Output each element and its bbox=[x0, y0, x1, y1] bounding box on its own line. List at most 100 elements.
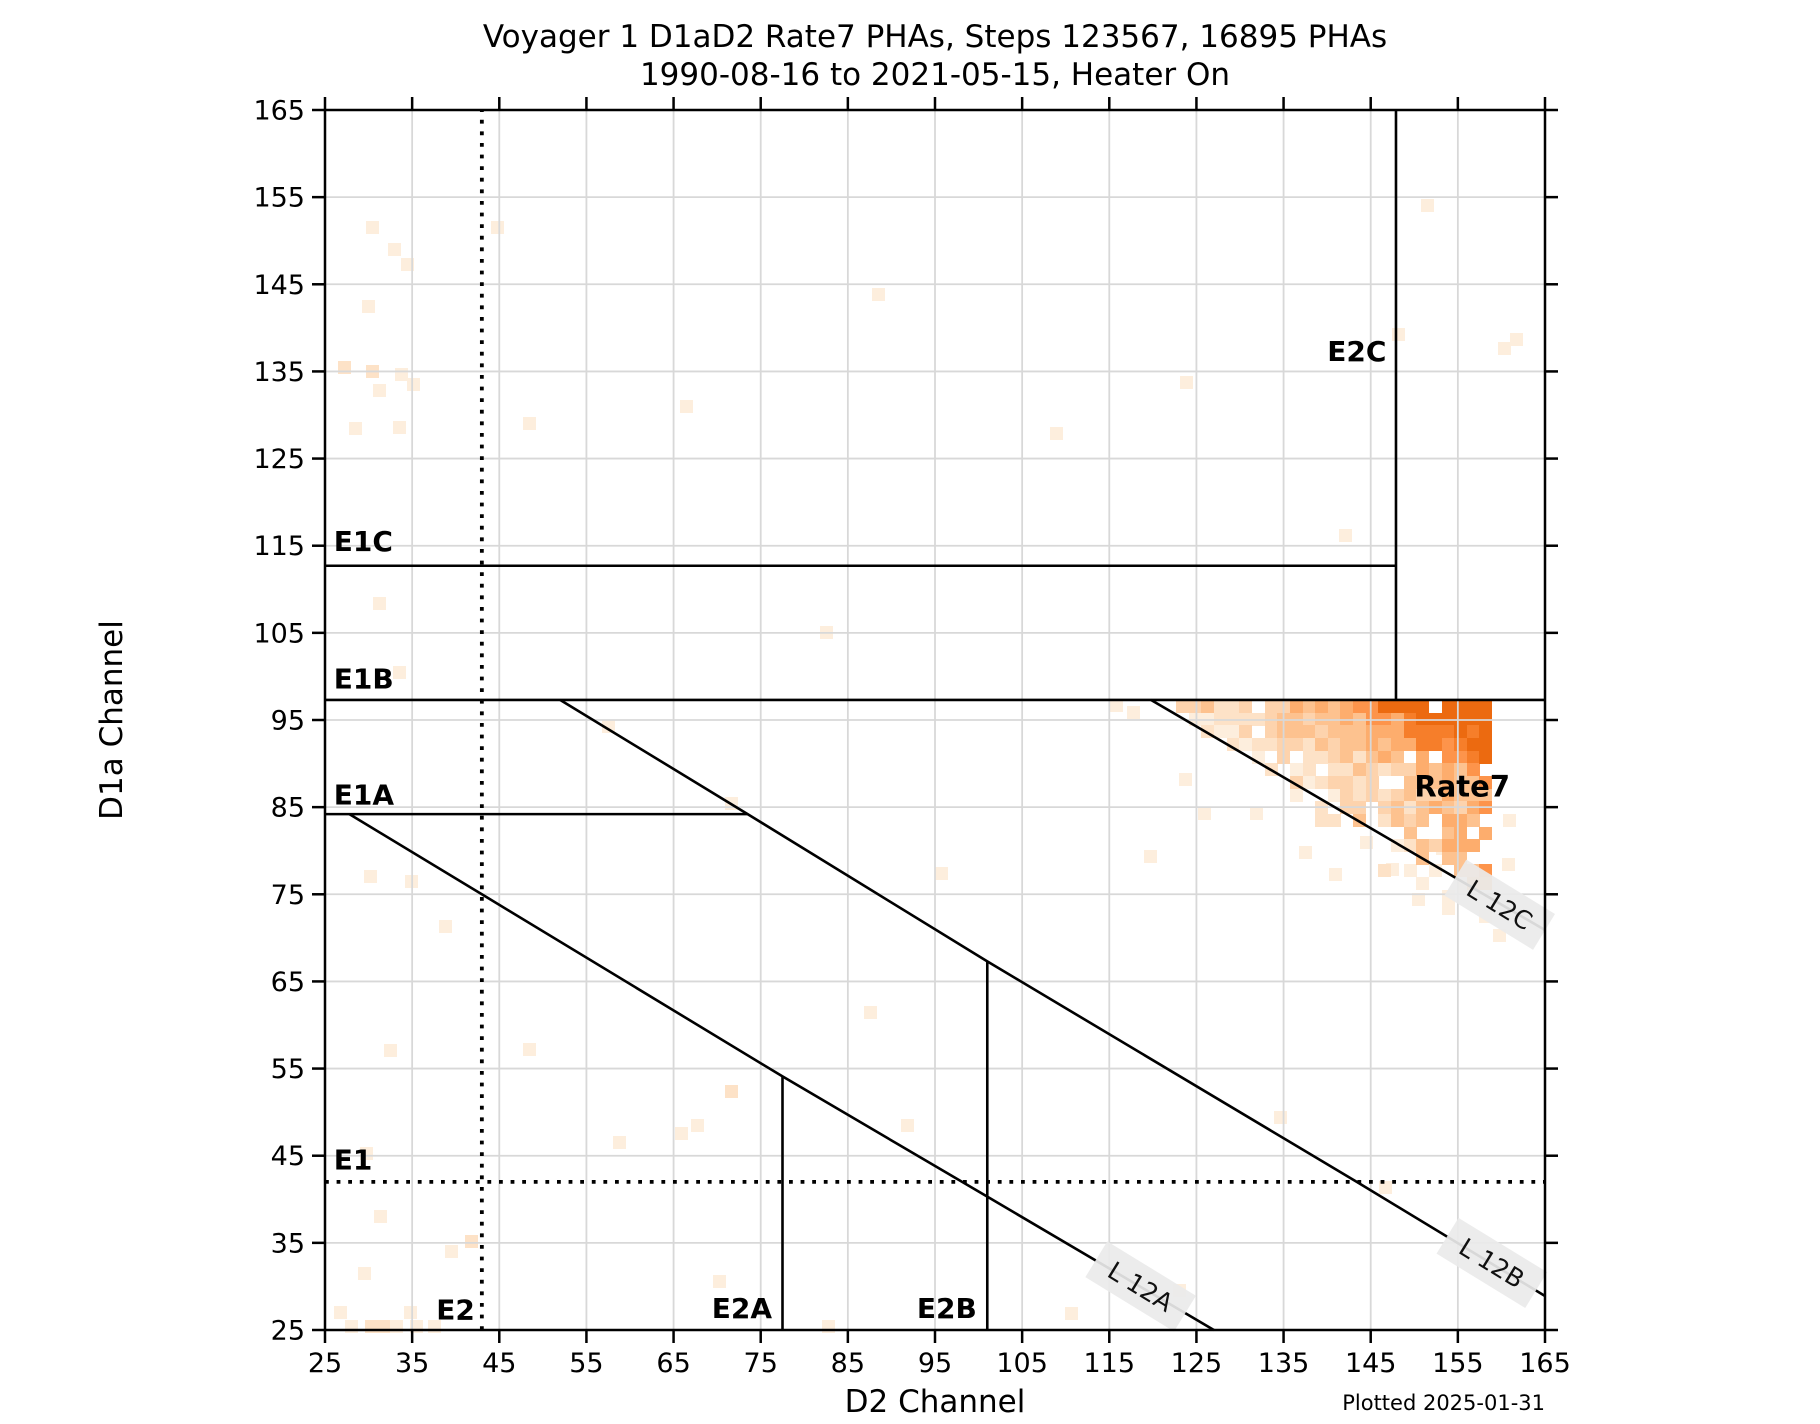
heatmap-cell bbox=[1429, 738, 1442, 751]
heatmap-cell bbox=[1467, 789, 1480, 802]
x-tick-label: 35 bbox=[395, 1348, 429, 1379]
heatmap-cell bbox=[1214, 700, 1227, 713]
heatmap-cell bbox=[349, 422, 362, 435]
heatmap-cell bbox=[1454, 725, 1467, 738]
x-tick-label: 55 bbox=[569, 1348, 603, 1379]
heatmap-cell bbox=[1340, 738, 1353, 751]
heatmap-cell bbox=[1391, 789, 1404, 802]
heatmap-cell bbox=[1198, 807, 1211, 820]
x-tick-label: 75 bbox=[744, 1348, 778, 1379]
heatmap-cell bbox=[1378, 789, 1391, 802]
axis-text-layer: Voyager 1 D1aD2 Rate7 PHAs, Steps 123567… bbox=[94, 19, 1545, 1420]
heatmap-cell bbox=[1353, 751, 1366, 764]
y-tick-label: 105 bbox=[253, 618, 305, 649]
heatmap-cell bbox=[1050, 427, 1063, 440]
heatmap-cell bbox=[1442, 776, 1455, 789]
x-tick-label: 145 bbox=[1345, 1348, 1397, 1379]
boundary-label-e2a: E2A bbox=[712, 1292, 773, 1325]
x-tick-label: 125 bbox=[1171, 1348, 1223, 1379]
y-tick-label: 35 bbox=[271, 1228, 305, 1259]
heatmap-cell bbox=[1290, 763, 1303, 776]
heatmap-cell bbox=[1315, 751, 1328, 764]
heatmap-cell bbox=[1404, 789, 1417, 802]
heatmap-cell bbox=[1214, 725, 1227, 738]
axes-frame-layer: 25 35 45 55 65 75 85 95 105 115 125 135 145 155 165 25 3… bbox=[253, 96, 1570, 1380]
heatmap-cell bbox=[1454, 814, 1467, 827]
line-label-box bbox=[1444, 859, 1555, 950]
heatmap-cell bbox=[491, 221, 504, 234]
y-tick-label: 25 bbox=[271, 1316, 305, 1347]
heatmap-cell bbox=[691, 1119, 704, 1132]
heatmap-cell bbox=[334, 1306, 347, 1319]
boundary-label-e1: E1 bbox=[334, 1144, 373, 1177]
heatmap-cell bbox=[523, 417, 536, 430]
heatmap-cell bbox=[1442, 738, 1455, 751]
heatmap-cell bbox=[1189, 700, 1202, 713]
heatmap-cell bbox=[1328, 738, 1341, 751]
heatmap-cell bbox=[1442, 725, 1455, 738]
heatmap-cell bbox=[1299, 846, 1312, 859]
heatmap-cell bbox=[1416, 725, 1429, 738]
heatmap-cell bbox=[1493, 929, 1506, 942]
heatmap-cell bbox=[1467, 751, 1480, 764]
heatmap-cell bbox=[1421, 199, 1434, 212]
y-tick-label: 55 bbox=[271, 1054, 305, 1085]
y-tick-label: 65 bbox=[271, 967, 305, 998]
heatmap-cell bbox=[1329, 868, 1342, 881]
x-tick-label: 85 bbox=[831, 1348, 865, 1379]
heatmap-cell bbox=[373, 384, 386, 397]
heatmap-cell bbox=[1378, 814, 1391, 827]
heatmap-cell bbox=[1328, 776, 1341, 789]
heatmap-cell bbox=[1340, 789, 1353, 802]
heatmap-cell bbox=[1339, 529, 1352, 542]
heatmap-cell bbox=[1429, 776, 1442, 789]
heatmap-cell bbox=[1353, 725, 1366, 738]
heatmap-cell bbox=[1404, 814, 1417, 827]
heatmap-cell bbox=[388, 243, 401, 256]
y-tick-label: 75 bbox=[271, 880, 305, 911]
heatmap-cell bbox=[1467, 763, 1480, 776]
y-tick-label: 165 bbox=[253, 96, 305, 127]
heatmap-cell bbox=[1378, 700, 1391, 713]
heatmap-cell bbox=[1479, 700, 1492, 713]
heatmap-cell bbox=[935, 867, 948, 880]
heatmap-cell bbox=[393, 666, 406, 679]
heatmap-cell bbox=[1442, 839, 1455, 852]
heatmap-cell bbox=[1290, 700, 1303, 713]
heatmap-cell bbox=[1239, 700, 1252, 713]
heatmap-cell bbox=[393, 421, 406, 434]
heatmap-cell bbox=[1416, 877, 1429, 890]
heatmap-cell bbox=[1303, 751, 1316, 764]
heatmap-cell bbox=[1265, 738, 1278, 751]
heatmap-cell bbox=[1454, 827, 1467, 840]
heatmap-cell bbox=[1429, 725, 1442, 738]
heatmap-cell bbox=[1239, 725, 1252, 738]
heatmap-cell bbox=[1404, 864, 1417, 877]
heatmap-cell bbox=[713, 1275, 726, 1288]
heatmap-cell bbox=[1412, 893, 1425, 906]
heatmap-cell bbox=[602, 720, 615, 733]
heatmap-cell bbox=[1340, 763, 1353, 776]
heatmap-cell bbox=[1366, 700, 1379, 713]
heatmap-cell bbox=[1510, 333, 1523, 346]
heatmap-cell bbox=[1227, 738, 1240, 751]
heatmap-cell bbox=[1328, 763, 1341, 776]
heatmap-cell bbox=[1353, 789, 1366, 802]
y-tick-label: 155 bbox=[253, 183, 305, 214]
heatmap-cell bbox=[1442, 789, 1455, 802]
heatmap-cell bbox=[725, 1085, 738, 1098]
heatmap-cell bbox=[1416, 700, 1429, 713]
heatmap-cell bbox=[1366, 789, 1379, 802]
boundary-l12a bbox=[348, 813, 1215, 1332]
heatmap-cell bbox=[1404, 700, 1417, 713]
heatmap-cell bbox=[1265, 700, 1278, 713]
boundary-label-e1c: E1C bbox=[334, 525, 393, 558]
boundary-label-e1b: E1B bbox=[334, 663, 394, 696]
heatmap-cell bbox=[1416, 763, 1429, 776]
heatmap-cell bbox=[1442, 751, 1455, 764]
heatmap-cell bbox=[1353, 700, 1366, 713]
heatmap-cell bbox=[1180, 376, 1193, 389]
heatmap-cell bbox=[1479, 751, 1492, 764]
y-tick-label: 135 bbox=[253, 357, 305, 388]
